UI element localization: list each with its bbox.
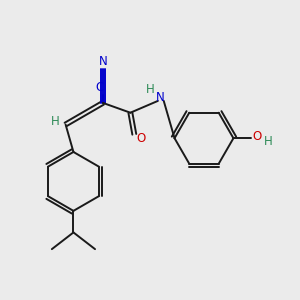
Text: O: O xyxy=(136,132,146,145)
Text: N: N xyxy=(155,92,164,104)
Text: N: N xyxy=(98,55,107,68)
Text: C: C xyxy=(96,81,104,94)
Text: H: H xyxy=(146,82,154,96)
Text: O: O xyxy=(252,130,262,143)
Text: H: H xyxy=(263,135,272,148)
Text: H: H xyxy=(50,115,59,128)
